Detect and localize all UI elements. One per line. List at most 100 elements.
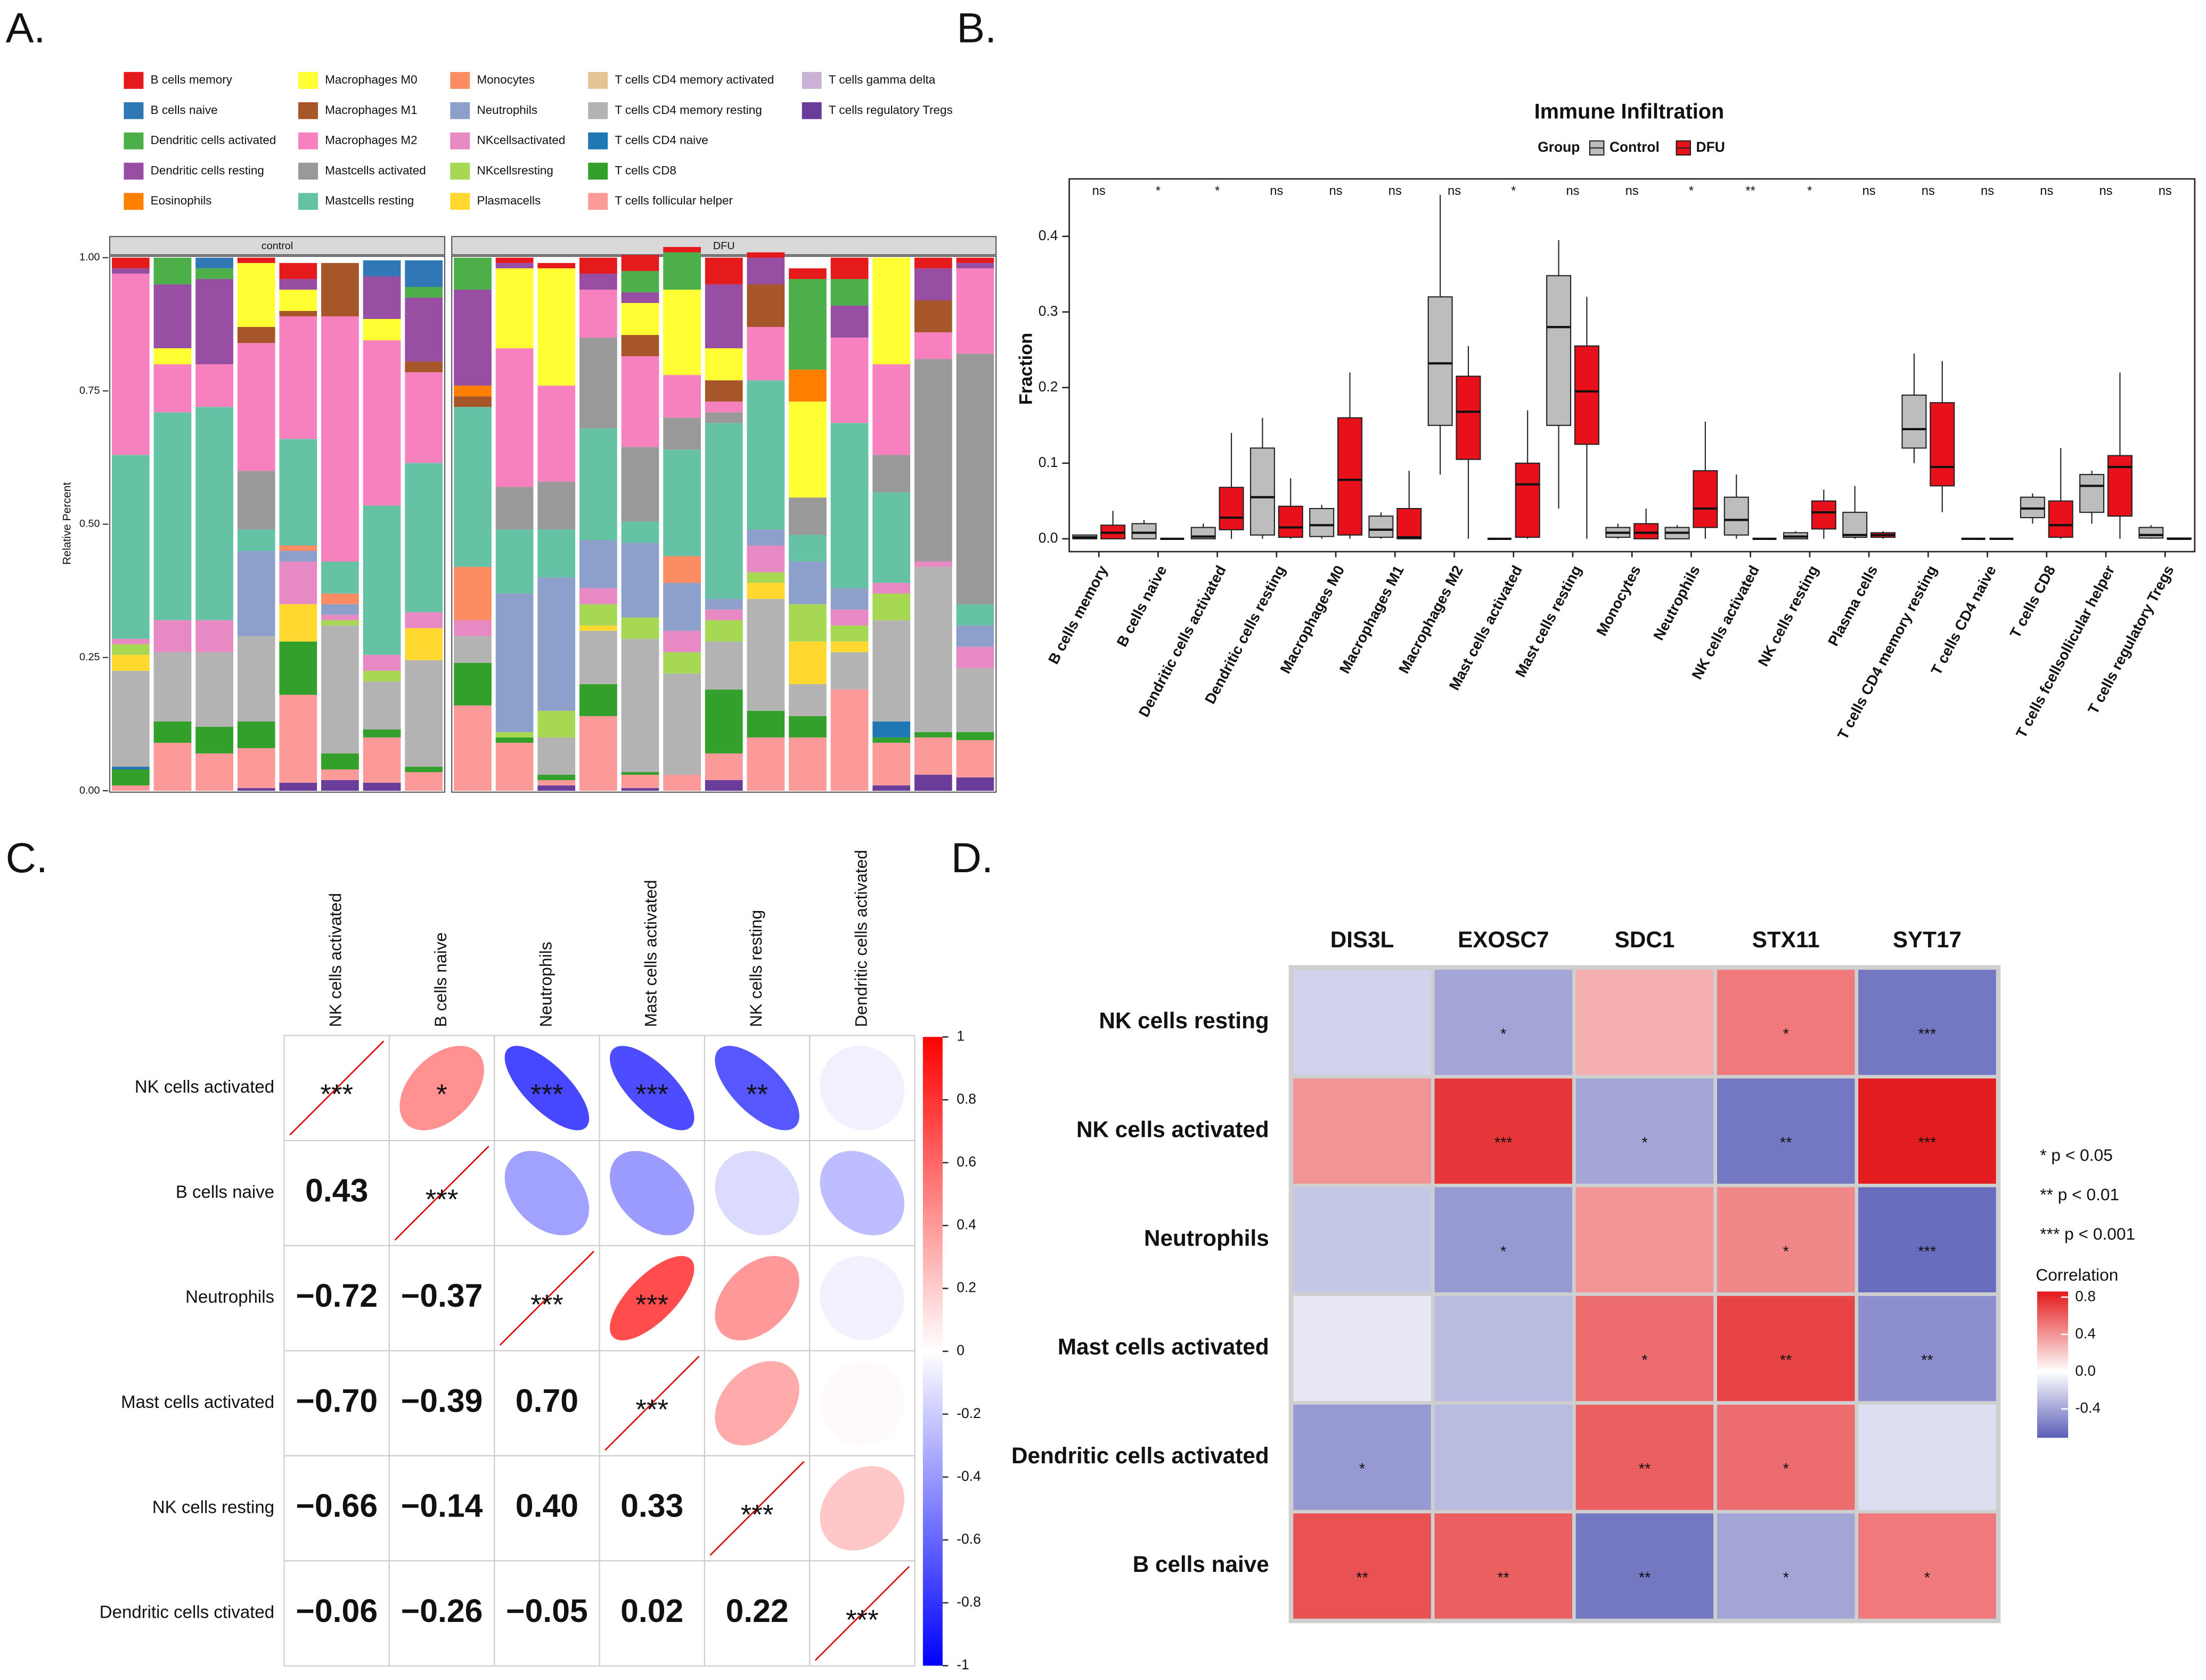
x-tick-label: B cells memory	[1045, 562, 1111, 667]
row-label: NK cells activated	[1076, 1117, 1269, 1142]
x-tick-label: T cells CD4 memory resting	[1834, 563, 1940, 742]
bar-segment	[747, 710, 785, 737]
bar-segment	[405, 372, 443, 463]
box	[1427, 296, 1453, 426]
bar-segment	[872, 492, 911, 583]
bar-segment	[195, 268, 233, 279]
bar-segment	[363, 505, 401, 655]
significance-label: *	[1641, 1352, 1647, 1369]
bar-segment	[237, 327, 275, 343]
bar-segment	[705, 423, 743, 599]
diagonal-line	[604, 1356, 700, 1451]
bar-segment	[830, 689, 869, 791]
bar-segment	[537, 268, 576, 386]
legend-swatch	[450, 72, 470, 89]
bar-segment	[956, 263, 994, 268]
box	[1723, 496, 1749, 536]
heatmap-cell	[1431, 1401, 1576, 1514]
colorbar-tick-label: 0.2	[957, 1280, 976, 1296]
bar-segment	[237, 636, 275, 722]
x-tick-label: T cells CD4 naive	[1927, 563, 1999, 678]
bar-segment	[454, 407, 492, 567]
bar-segment	[279, 561, 317, 604]
bar-segment	[195, 257, 233, 268]
heatmap-cell	[1713, 966, 1859, 1079]
x-tick-label: NK cells activated	[1688, 563, 1762, 682]
bar-segment	[872, 742, 911, 786]
bar-segment	[830, 588, 869, 610]
bar-segment	[621, 617, 659, 639]
bar-segment	[495, 263, 534, 268]
significance-label: *	[1641, 1135, 1647, 1152]
significance-label: *	[1783, 1243, 1789, 1260]
bar-segment	[537, 780, 576, 786]
bar-segment	[111, 273, 150, 455]
bar-segment	[537, 481, 576, 530]
heatmap-cell	[1713, 1510, 1859, 1622]
bar-segment	[111, 455, 150, 639]
bar-segment	[153, 364, 192, 413]
legend-label: Dendritic cells activated	[151, 134, 276, 147]
bar-segment	[405, 463, 443, 612]
value-label: −0.14	[401, 1488, 483, 1524]
bar-segment	[705, 348, 743, 381]
bar-segment	[363, 729, 401, 737]
bar-segment	[830, 609, 869, 626]
legend-label: B cells naive	[151, 103, 218, 117]
legend-title: Correlation	[2036, 1265, 2118, 1284]
bar-segment	[830, 652, 869, 690]
diagonal-line	[289, 1040, 385, 1136]
bar-segment	[454, 289, 492, 386]
bar-segment	[111, 638, 150, 644]
bar-segment	[537, 263, 576, 268]
bar-segment	[363, 276, 401, 319]
bar-segment	[579, 428, 617, 540]
bar-segment	[830, 338, 869, 423]
bar-segment	[705, 689, 743, 753]
bar-segment	[621, 775, 659, 789]
bar-segment	[705, 641, 743, 690]
significance-label: **	[1921, 1352, 1933, 1369]
value-label: −0.05	[506, 1593, 588, 1629]
significance-label: ns	[1625, 184, 1639, 198]
bar-segment	[872, 583, 911, 594]
column-label: B cells naive	[431, 932, 450, 1027]
diagonal-label: ***	[320, 1079, 353, 1110]
bar-segment	[621, 788, 659, 791]
box	[1396, 507, 1422, 539]
correlation-ellipse	[504, 1151, 590, 1235]
significance-label: ns	[2099, 184, 2112, 198]
column-label: Dendritic cells activated	[851, 850, 870, 1027]
bar-segment	[405, 772, 443, 791]
colorbar-tick-label: 0.4	[2075, 1325, 2096, 1341]
significance-label: *	[1500, 1026, 1506, 1043]
correlation-ellipse	[820, 1256, 905, 1341]
bar-segment	[789, 278, 827, 370]
heatmap-cell	[1713, 1401, 1859, 1514]
bar-segment	[663, 673, 701, 775]
bar-segment	[747, 284, 785, 327]
legend-swatch	[298, 102, 318, 119]
significance-label: **	[1639, 1569, 1651, 1586]
bar-segment	[956, 732, 994, 740]
bar-segment	[237, 343, 275, 471]
x-tick-label: Neutrophils	[1650, 563, 1703, 643]
legend-note: *** p < 0.001	[2040, 1224, 2135, 1243]
significance-label: ***	[530, 1079, 563, 1110]
significance-label: *	[1689, 184, 1694, 198]
bar-segment	[195, 364, 233, 407]
box	[1930, 402, 1955, 487]
legend-swatch	[802, 102, 822, 119]
legend-swatch	[124, 72, 144, 89]
bar-segment	[579, 684, 617, 716]
facet-label: control	[262, 240, 293, 252]
bar-segment	[705, 609, 743, 620]
box	[2107, 455, 2133, 517]
bar-segment	[111, 785, 150, 791]
legend-label: Macrophages M0	[325, 73, 417, 86]
bar-segment	[111, 654, 150, 671]
diagonal-line	[814, 1566, 910, 1661]
legend-label: NKcellsresting	[477, 163, 553, 177]
colorbar-tick-label: -1	[957, 1657, 969, 1673]
